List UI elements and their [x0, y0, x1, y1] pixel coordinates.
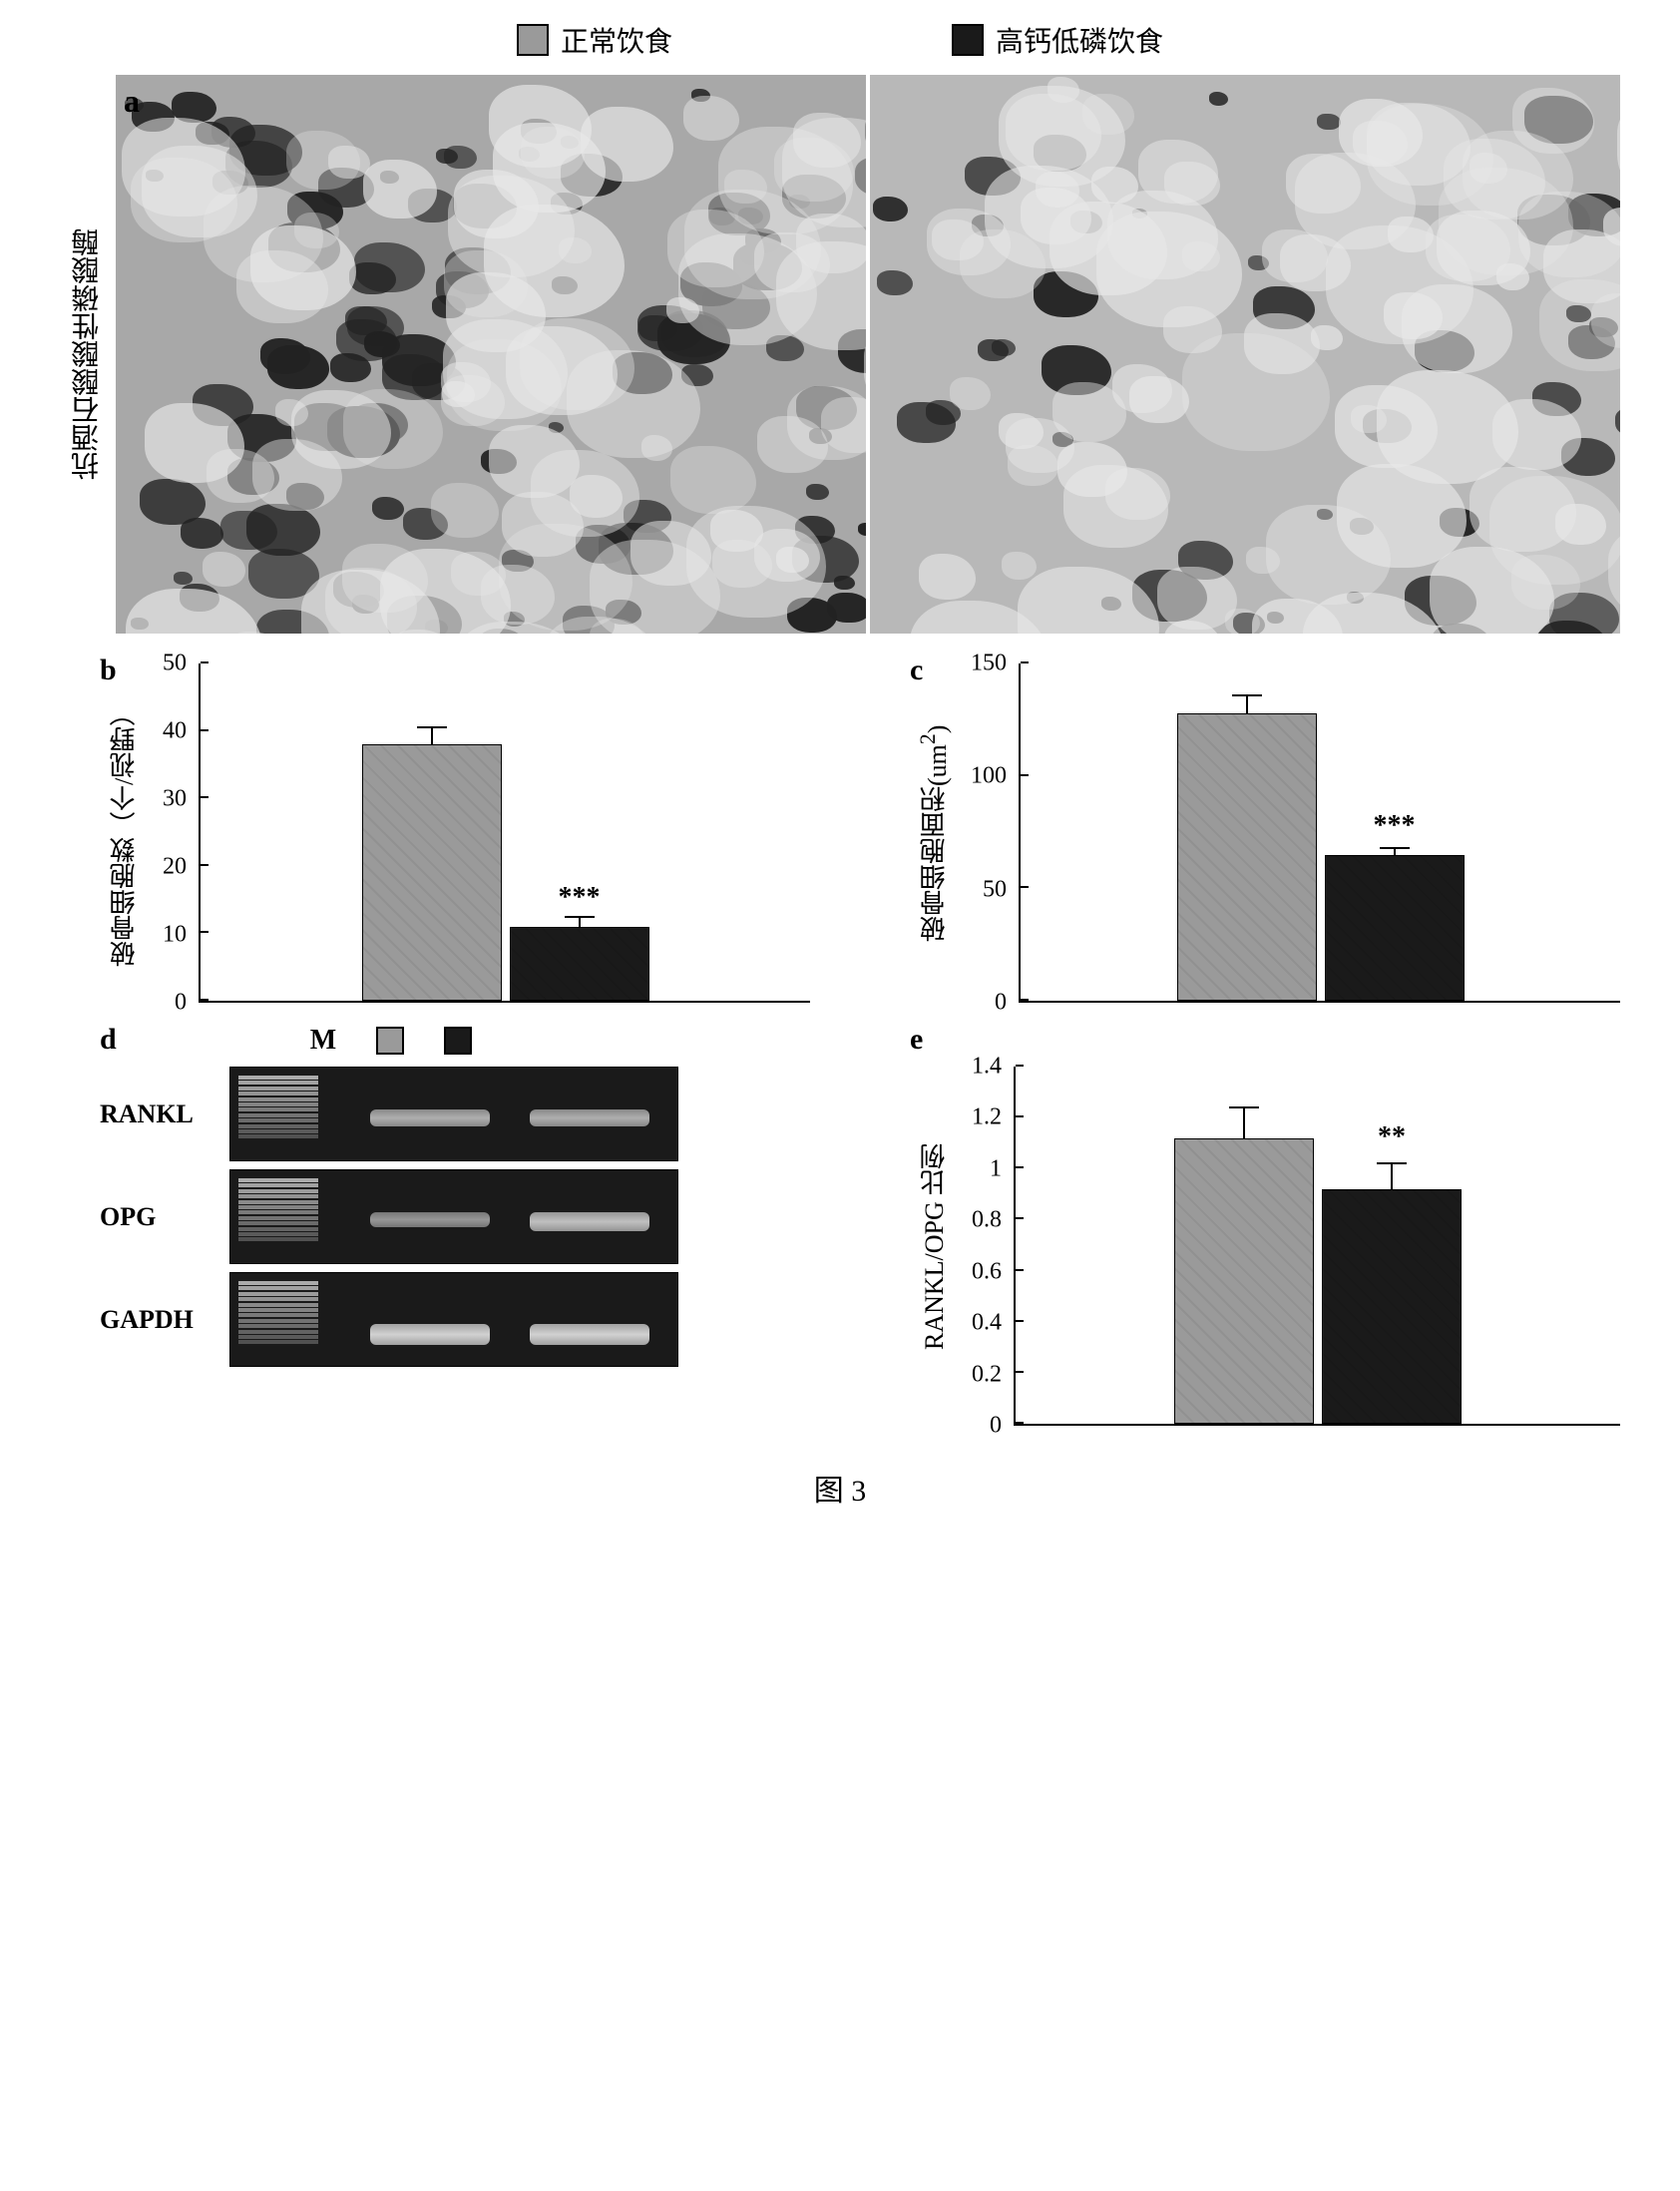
bar — [1174, 1138, 1314, 1424]
panel-a-letter: a — [124, 83, 140, 120]
legend-item-normal: 正常饮食 — [517, 20, 672, 60]
gel-marker-label: M — [310, 1025, 336, 1057]
ytick-label: 1.4 — [972, 1054, 1002, 1081]
ytick-label: 10 — [163, 922, 187, 949]
bar — [362, 744, 502, 1001]
panel-b-area: *** — [199, 663, 810, 1003]
panel-b: 破骨细胞数（个/视野） 01020304050 *** — [100, 663, 810, 1003]
ytick-label: 0.8 — [972, 1207, 1002, 1234]
significance-label: *** — [559, 882, 601, 914]
gel-row-label: RANKL — [100, 1099, 229, 1129]
significance-label: *** — [1374, 810, 1416, 842]
ytick-label: 0 — [995, 990, 1007, 1017]
ytick-label: 100 — [971, 763, 1007, 790]
panel-e: e RANKL/OPG 比例 00.20.40.60.811.21.4 ** — [910, 1023, 1620, 1426]
legend: 正常饮食 高钙低磷饮食 — [60, 20, 1620, 60]
panel-c-yticklabels: 050100150 — [959, 663, 1019, 1003]
panel-c-ylabel-1: 破骨细胞面积 — [916, 786, 953, 942]
panel-b-chart: 破骨细胞数（个/视野） 01020304050 *** — [100, 663, 810, 1003]
panel-e-letter: e — [910, 1023, 1620, 1057]
gel-row-label: GAPDH — [100, 1305, 229, 1335]
panel-c-ylabel: 破骨细胞面积 (um2) — [910, 663, 959, 1003]
gel-strip — [229, 1169, 678, 1264]
ytick-label: 20 — [163, 854, 187, 881]
bar — [1177, 713, 1317, 1001]
gel-swatch-1 — [444, 1027, 472, 1055]
panel-e-bars: ** — [1016, 1067, 1620, 1424]
legend-label-normal: 正常饮食 — [561, 20, 672, 60]
gel-strip — [229, 1272, 678, 1367]
gel-band — [530, 1324, 649, 1345]
bar: *** — [510, 927, 649, 1001]
gel-header: M — [181, 1025, 472, 1057]
micrograph-left: a — [116, 75, 866, 634]
bar: *** — [1325, 855, 1465, 1001]
ytick-label: 40 — [163, 718, 187, 745]
panel-c-bars: *** — [1021, 663, 1620, 1001]
gel-band — [370, 1212, 490, 1227]
legend-item-highca: 高钙低磷饮食 — [952, 20, 1163, 60]
panel-c-chart: 破骨细胞面积 (um2) 050100150 *** — [910, 663, 1620, 1003]
panel-e-area: ** — [1014, 1067, 1620, 1426]
gel-band — [370, 1109, 490, 1126]
significance-label: ** — [1378, 1121, 1406, 1153]
figure-caption: 图 3 — [60, 1466, 1620, 1510]
ytick-label: 150 — [971, 651, 1007, 677]
bar: ** — [1322, 1189, 1462, 1424]
gel-band — [530, 1212, 649, 1231]
panel-b-yticklabels: 01020304050 — [149, 663, 199, 1003]
legend-label-highca: 高钙低磷饮食 — [996, 20, 1163, 60]
ytick-label: 1.2 — [972, 1104, 1002, 1131]
gel-swatch-0 — [376, 1027, 404, 1055]
gel-row: RANKL — [100, 1067, 810, 1161]
panel-c-ylabel-2: (um2) — [916, 724, 953, 785]
panel-c: c 破骨细胞面积 (um2) 050100150 *** — [910, 663, 1620, 1003]
ytick-label: 0 — [990, 1413, 1002, 1440]
micrograph-right — [870, 75, 1620, 634]
legend-swatch-highca — [952, 24, 984, 56]
panel-e-yticklabels: 00.20.40.60.811.21.4 — [959, 1067, 1014, 1426]
panel-c-area: *** — [1019, 663, 1620, 1003]
legend-swatch-normal — [517, 24, 549, 56]
panel-d-letter: d — [100, 1023, 117, 1057]
ytick-label: 50 — [983, 876, 1007, 903]
gel-strip — [229, 1067, 678, 1161]
gel-row: GAPDH — [100, 1272, 810, 1367]
panel-b-ylabel: 破骨细胞数（个/视野） — [100, 663, 149, 1003]
gel-band — [370, 1324, 490, 1345]
row-bc: 破骨细胞数（个/视野） 01020304050 *** c 破骨细胞面积 (um… — [60, 663, 1620, 1003]
panel-b-bars: *** — [201, 663, 810, 1001]
panel-d: d M RANKL OPG GAPDH — [100, 1023, 810, 1426]
ytick-label: 0.2 — [972, 1361, 1002, 1388]
row-de: d M RANKLOPGGAPDH e RANKL/OPG 比例 00.20.4… — [60, 1023, 1620, 1426]
panel-e-chart: RANKL/OPG 比例 00.20.40.60.811.21.4 ** — [910, 1067, 1620, 1426]
ytick-label: 50 — [163, 651, 187, 677]
ytick-label: 0 — [175, 990, 187, 1017]
ytick-label: 30 — [163, 786, 187, 813]
ytick-label: 1 — [990, 1155, 1002, 1182]
panel-b-letter: b — [100, 654, 117, 687]
panel-e-ylabel: RANKL/OPG 比例 — [910, 1067, 959, 1426]
gel-rows: RANKL OPG GAPDH — [100, 1067, 810, 1367]
gel-band — [530, 1109, 649, 1126]
gel-row: OPG — [100, 1169, 810, 1264]
panel-a-ylabel: 抗酒石酸酸性磷酸酶 — [60, 75, 116, 634]
ytick-label: 0.6 — [972, 1258, 1002, 1285]
gel-row-label: OPG — [100, 1202, 229, 1232]
ytick-label: 0.4 — [972, 1310, 1002, 1337]
panel-a-row: 抗酒石酸酸性磷酸酶 a — [60, 75, 1620, 634]
micrograph-pair: a — [116, 75, 1620, 634]
